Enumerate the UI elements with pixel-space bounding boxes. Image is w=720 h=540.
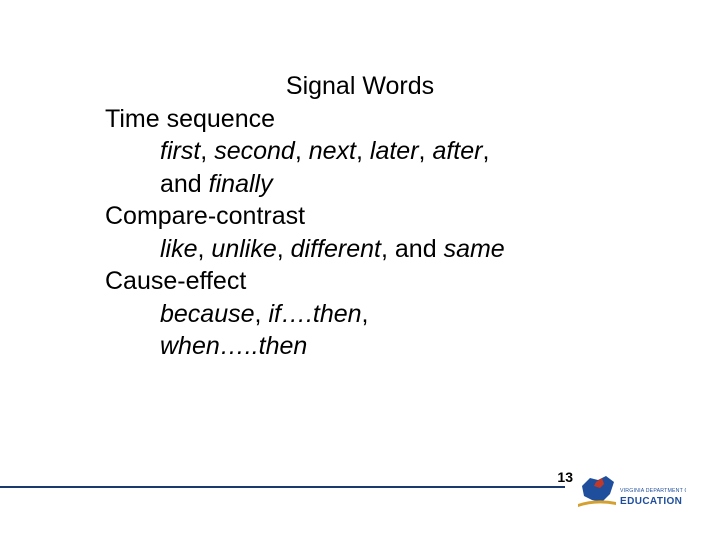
separator-text: ,	[198, 235, 212, 263]
signal-word: finally	[209, 170, 273, 198]
separator-text: ,	[356, 137, 370, 165]
separator-text: , and	[381, 235, 444, 263]
category-item-line: like, unlike, different, and same	[105, 233, 615, 266]
signal-word: like	[160, 235, 198, 263]
signal-word: first	[160, 137, 200, 165]
separator-text: ,	[362, 300, 369, 328]
separator-text: ,	[277, 235, 291, 263]
category-label: Time sequence	[105, 103, 615, 136]
svg-text:EDUCATION: EDUCATION	[620, 496, 682, 507]
separator-text: ,	[419, 137, 433, 165]
signal-word: unlike	[211, 235, 276, 263]
signal-word: same	[444, 235, 505, 263]
signal-word: when…..then	[160, 332, 307, 360]
signal-word: second	[214, 137, 295, 165]
separator-text: ,	[255, 300, 269, 328]
category-item-line: and finally	[105, 168, 615, 201]
content-block: Signal Words Time sequencefirst, second,…	[105, 70, 615, 363]
category-item-line: when…..then	[105, 330, 615, 363]
category-label: Cause-effect	[105, 265, 615, 298]
footer-divider	[0, 486, 565, 488]
signal-word: after	[432, 137, 482, 165]
vdoe-logo: VIRGINIA DEPARTMENT OF EDUCATION	[576, 472, 686, 522]
signal-word: if….then	[268, 300, 361, 328]
category-item-line: first, second, next, later, after,	[105, 135, 615, 168]
vdoe-logo-svg: VIRGINIA DEPARTMENT OF EDUCATION	[576, 472, 686, 522]
separator-text: ,	[200, 137, 214, 165]
separator-text: ,	[295, 137, 309, 165]
categories-container: Time sequencefirst, second, next, later,…	[105, 103, 615, 363]
page-number: 13	[557, 469, 573, 485]
signal-word: later	[370, 137, 419, 165]
signal-word: different	[291, 235, 381, 263]
signal-word: because	[160, 300, 255, 328]
signal-word: next	[309, 137, 356, 165]
category-label: Compare-contrast	[105, 200, 615, 233]
slide: Signal Words Time sequencefirst, second,…	[0, 0, 720, 540]
separator-text: and	[160, 170, 209, 198]
separator-text: ,	[482, 137, 489, 165]
slide-title: Signal Words	[105, 70, 615, 103]
category-item-line: because, if….then,	[105, 298, 615, 331]
svg-text:VIRGINIA DEPARTMENT OF: VIRGINIA DEPARTMENT OF	[620, 488, 686, 494]
